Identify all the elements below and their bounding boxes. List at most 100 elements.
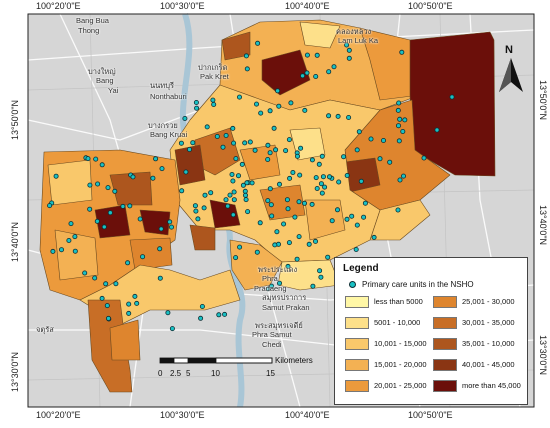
- primary-care-unit-point: [302, 107, 308, 113]
- primary-care-unit-point: [402, 117, 408, 123]
- primary-care-unit-point: [193, 100, 199, 106]
- primary-care-unit-point: [85, 156, 91, 162]
- primary-care-unit-point: [297, 172, 303, 178]
- primary-care-unit-point: [290, 169, 296, 175]
- primary-care-unit-point: [157, 246, 163, 252]
- coord-left-3: 13°30'0"N: [10, 351, 20, 392]
- scale-tick-0: 0: [158, 369, 163, 378]
- legend-class-item: 25,001 - 30,000: [433, 296, 515, 308]
- primary-care-unit-point: [310, 283, 316, 289]
- choropleth-regions: [39, 19, 496, 393]
- primary-care-unit-point: [72, 234, 78, 240]
- map-neatline: [27, 13, 535, 408]
- primary-care-unit-point: [179, 188, 185, 194]
- primary-care-unit-point: [335, 113, 341, 119]
- region-ne-3: [221, 31, 251, 61]
- primary-care-unit-point: [239, 161, 245, 167]
- legend-swatch: [345, 296, 369, 308]
- primary-care-unit-point: [245, 209, 251, 215]
- legend-swatch: [345, 380, 369, 392]
- primary-care-unit-point: [294, 153, 300, 159]
- primary-care-unit-point: [356, 129, 362, 135]
- legend-swatch: [433, 338, 457, 350]
- primary-care-unit-point: [240, 182, 246, 188]
- primary-care-unit-point: [210, 97, 216, 103]
- legend-class-label: 10,001 - 15,000: [374, 338, 427, 348]
- primary-care-unit-point: [400, 128, 406, 134]
- primary-care-unit-point: [229, 171, 235, 177]
- point-marker-icon: [349, 281, 356, 289]
- place-label: ปากเกร็ด: [198, 63, 228, 72]
- primary-care-unit-point: [186, 146, 192, 152]
- primary-care-unit-point: [292, 214, 298, 220]
- legend-swatch: [433, 359, 457, 371]
- primary-care-unit-point: [233, 255, 239, 261]
- primary-care-unit-point: [316, 161, 322, 167]
- primary-care-unit-point: [193, 208, 199, 214]
- scale-bar-graphic: [159, 357, 273, 364]
- primary-care-unit-point: [99, 295, 105, 301]
- primary-care-unit-point: [322, 184, 328, 190]
- primary-care-unit-point: [272, 242, 278, 248]
- primary-care-unit-point: [268, 202, 274, 208]
- primary-care-unit-point: [397, 116, 403, 122]
- primary-care-unit-point: [255, 40, 261, 46]
- primary-care-unit-point: [244, 66, 250, 72]
- primary-care-unit-point: [395, 123, 401, 129]
- primary-care-unit-point: [358, 178, 364, 184]
- scale-tick-1: 2.5: [170, 369, 182, 378]
- primary-care-unit-point: [153, 156, 159, 162]
- coord-bottom-2: 100°30'0"E: [160, 410, 205, 420]
- primary-care-unit-point: [165, 310, 171, 316]
- primary-care-unit-point: [127, 203, 133, 209]
- place-label: บางใหญ่: [88, 67, 116, 76]
- north-arrow: N: [496, 44, 526, 94]
- primary-care-unit-point: [399, 49, 405, 55]
- region-east-dark: [409, 31, 496, 177]
- primary-care-unit-point: [265, 142, 271, 148]
- primary-care-unit-point: [296, 199, 302, 205]
- place-label: นนทบุรี: [150, 81, 174, 90]
- primary-care-unit-point: [318, 181, 324, 187]
- primary-care-unit-point: [265, 286, 271, 292]
- primary-care-unit-point: [82, 270, 88, 276]
- primary-care-unit-point: [167, 219, 173, 225]
- primary-care-unit-point: [158, 226, 164, 232]
- primary-care-unit-point: [225, 203, 231, 209]
- legend-class-label: 5001 - 10,000: [374, 317, 421, 327]
- primary-care-unit-point: [50, 248, 56, 254]
- primary-care-unit-point: [319, 190, 325, 196]
- primary-care-unit-point: [242, 192, 248, 198]
- primary-care-unit-point: [227, 192, 233, 198]
- primary-care-unit-point: [231, 189, 237, 195]
- primary-care-unit-point: [400, 173, 406, 179]
- place-label: Chedi: [262, 340, 282, 349]
- primary-care-unit-point: [288, 100, 294, 106]
- primary-care-unit-point: [87, 206, 93, 212]
- primary-care-unit-point: [396, 138, 402, 144]
- primary-care-unit-point: [326, 113, 332, 119]
- legend-class-label: more than 45,000: [462, 380, 521, 390]
- primary-care-unit-point: [286, 240, 292, 246]
- legend-class-item: 10,001 - 15,000: [345, 338, 427, 350]
- primary-care-unit-point: [134, 300, 140, 306]
- legend-class-item: 35,001 - 10,000: [433, 338, 515, 350]
- scale-tick-3: 10: [211, 369, 220, 378]
- primary-care-unit-point: [47, 203, 53, 209]
- primary-care-unit-point: [257, 220, 263, 226]
- primary-care-unit-point: [208, 190, 214, 196]
- legend-class-label: 35,001 - 10,000: [462, 338, 515, 348]
- primary-care-unit-point: [194, 105, 200, 111]
- region-west-6: [54, 229, 99, 281]
- primary-care-unit-point: [354, 147, 360, 153]
- primary-care-unit-point: [202, 192, 208, 198]
- primary-care-unit-point: [59, 247, 65, 253]
- scale-unit: Kilometers: [275, 356, 313, 365]
- primary-care-unit-point: [284, 197, 290, 203]
- region-central-7: [174, 144, 206, 186]
- place-label: Bang Bua: [76, 16, 109, 25]
- primary-care-unit-point: [276, 181, 282, 187]
- primary-care-unit-point: [211, 102, 217, 108]
- primary-care-unit-point: [94, 218, 100, 224]
